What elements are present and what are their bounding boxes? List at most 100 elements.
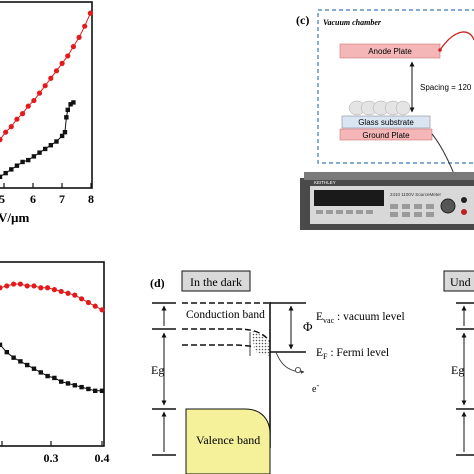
black-data-point <box>45 373 50 379</box>
red-data-point <box>65 53 71 59</box>
panel-a-frame <box>0 1 93 189</box>
ef-subscript: F <box>323 352 328 361</box>
black-data-point <box>65 107 70 113</box>
glass-substrate-label: Glass substrate <box>358 118 414 127</box>
electron-accumulation <box>252 331 270 356</box>
ef-description: : Fermi level <box>327 347 389 359</box>
black-data-point <box>31 366 37 371</box>
series-line <box>0 12 91 140</box>
x-tick-label: 5 <box>0 192 5 206</box>
black-data-point <box>54 139 59 144</box>
red-data-point <box>45 285 51 291</box>
red-data-point <box>19 111 26 117</box>
instrument-button <box>402 212 410 217</box>
anode-plate-label: Anode Plate <box>368 47 412 56</box>
right-eg-label: Eg <box>451 363 464 377</box>
instrument-button <box>390 212 398 217</box>
instrument-button <box>414 204 422 209</box>
panel-label-d: (d) <box>150 276 165 290</box>
panel-b-plot-area <box>0 281 105 393</box>
black-data-point <box>14 163 20 168</box>
glass-substrate <box>341 115 431 129</box>
instrument-button <box>356 210 363 214</box>
black-data-point <box>65 381 71 386</box>
red-data-point <box>31 97 37 104</box>
eg-label: Eg <box>151 363 164 377</box>
evac-subscript: vac <box>323 316 335 325</box>
instrument-brand: KEITHLEY <box>314 180 336 185</box>
series-line <box>0 283 103 311</box>
black-data-point <box>3 170 8 176</box>
instrument-button <box>316 210 323 214</box>
panel-b: 0.3 0.4 <box>0 261 110 465</box>
anode-lead-wire <box>439 31 474 51</box>
ef-label: EF : Fermi level <box>316 347 389 361</box>
red-data-point <box>92 303 98 309</box>
instrument-button <box>326 210 333 214</box>
red-data-point <box>11 281 17 287</box>
red-data-point <box>70 44 77 50</box>
red-data-point <box>53 68 60 74</box>
red-data-point <box>8 124 14 130</box>
red-data-point <box>65 290 71 296</box>
red-data-point <box>14 116 20 122</box>
instrument-button <box>366 210 373 214</box>
instrument-display <box>314 190 384 206</box>
red-data-point <box>48 75 54 81</box>
black-data-point <box>93 388 98 393</box>
next-title-box <box>443 270 474 292</box>
red-data-point <box>59 60 65 66</box>
red-data-point <box>58 288 64 295</box>
black-data-point <box>79 384 84 390</box>
red-data-point <box>79 296 85 302</box>
valence-band-label: Valence band <box>196 433 260 447</box>
red-data-point <box>82 23 88 29</box>
red-data-point <box>76 34 82 40</box>
black-data-point <box>25 362 30 368</box>
black-data-point <box>48 143 54 148</box>
x-tick-label: 6 <box>30 192 36 206</box>
instrument-button <box>414 212 422 217</box>
black-data-point <box>99 388 105 393</box>
black-data-point <box>59 133 65 139</box>
black-data-point <box>37 150 42 155</box>
instrument-button <box>426 212 434 217</box>
panel-label-c: (c) <box>296 13 309 27</box>
instrument-button <box>346 210 353 214</box>
black-data-point <box>31 154 37 159</box>
dark-title: In the dark <box>190 275 242 289</box>
black-data-point <box>18 359 23 364</box>
red-data-point <box>38 285 44 291</box>
evac-label: Evac : vacuum level <box>316 311 405 325</box>
instrument-top <box>304 172 474 180</box>
red-data-point <box>99 307 105 313</box>
red-data-point <box>85 299 91 306</box>
red-data-point <box>0 137 3 143</box>
red-data-point <box>24 283 30 289</box>
emission-arrow <box>275 351 305 374</box>
red-data-point <box>36 90 43 96</box>
instrument-button <box>402 204 410 209</box>
electron-label: e- <box>312 381 319 395</box>
evac-description: : vacuum level <box>334 311 405 323</box>
instrument-button <box>390 204 398 209</box>
series-line <box>0 101 74 178</box>
x-tick-label: 0.4 <box>95 451 110 465</box>
black-data-point <box>26 157 31 163</box>
conduction-band-label: Conduction band <box>186 309 265 321</box>
ground-plate-label: Ground Plate <box>362 131 410 140</box>
black-data-point <box>0 174 3 180</box>
spacing-label: Spacing = 120 <box>420 83 472 92</box>
anode-contact-dot <box>438 48 442 52</box>
red-data-point <box>0 285 3 291</box>
x-tick-label: 0.3 <box>44 451 59 465</box>
black-data-point <box>86 386 91 392</box>
instrument-button <box>426 204 434 209</box>
panel-a-plot-area <box>0 10 93 180</box>
sample-array <box>348 100 411 116</box>
instrument-model-label: 2410 1100V SourceMeter <box>390 192 441 197</box>
black-data-point <box>68 102 73 107</box>
red-data-point <box>31 283 37 289</box>
electron-dot <box>294 366 301 373</box>
